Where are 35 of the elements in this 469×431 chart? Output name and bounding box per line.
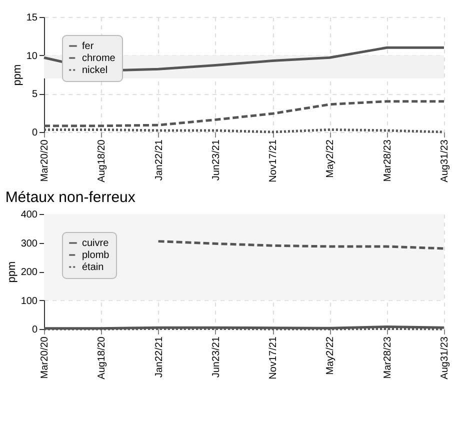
x-tick-label: Jun23/21 — [210, 336, 222, 378]
y-tick-label: 5 — [32, 89, 38, 100]
y-tick-label: 400 — [20, 210, 38, 220]
legend-label: plomb — [82, 250, 110, 261]
y-tick-label: 200 — [20, 267, 38, 278]
x-tick-label: Jun23/21 — [210, 139, 222, 181]
x-tick-label: Aug31/23 — [440, 139, 450, 182]
y-tick-label: 100 — [20, 296, 38, 307]
y-tick-label: 10 — [26, 50, 38, 62]
y-axis-title: ppm — [11, 64, 24, 86]
legend-label: chrome — [82, 53, 116, 64]
legend-label: nickel — [82, 65, 108, 76]
x-tick-label: Aug31/23 — [440, 336, 450, 380]
x-tick-label: May2/22 — [325, 336, 336, 375]
legend-label: fer — [82, 41, 94, 52]
x-tick-label: Mar20/20 — [40, 336, 50, 379]
chart-title: Métaux non-ferreux — [5, 189, 136, 206]
legend-label: cuivre — [82, 238, 110, 249]
x-tick-label: Aug18/20 — [96, 139, 108, 182]
x-tick-label: May2/22 — [325, 139, 336, 178]
x-tick-label: Mar20/20 — [40, 139, 50, 182]
x-tick-label: Mar28/23 — [382, 139, 394, 182]
y-tick-label: 300 — [20, 238, 38, 250]
y-axis-title: ppm — [6, 261, 18, 283]
line-series — [157, 240, 446, 250]
x-tick-label: Nov17/21 — [268, 139, 280, 182]
y-tick-label: 0 — [32, 128, 38, 138]
x-tick-label: Mar28/23 — [382, 336, 394, 379]
y-tick-label: 15 — [26, 12, 38, 24]
x-tick-label: Nov17/21 — [268, 336, 280, 380]
x-tick-label: Jan22/21 — [154, 139, 165, 181]
x-tick-label: Aug18/20 — [96, 336, 108, 380]
x-tick-label: Jan22/21 — [154, 336, 165, 378]
y-tick-label: 0 — [32, 324, 38, 336]
legend-label: étain — [82, 262, 104, 273]
